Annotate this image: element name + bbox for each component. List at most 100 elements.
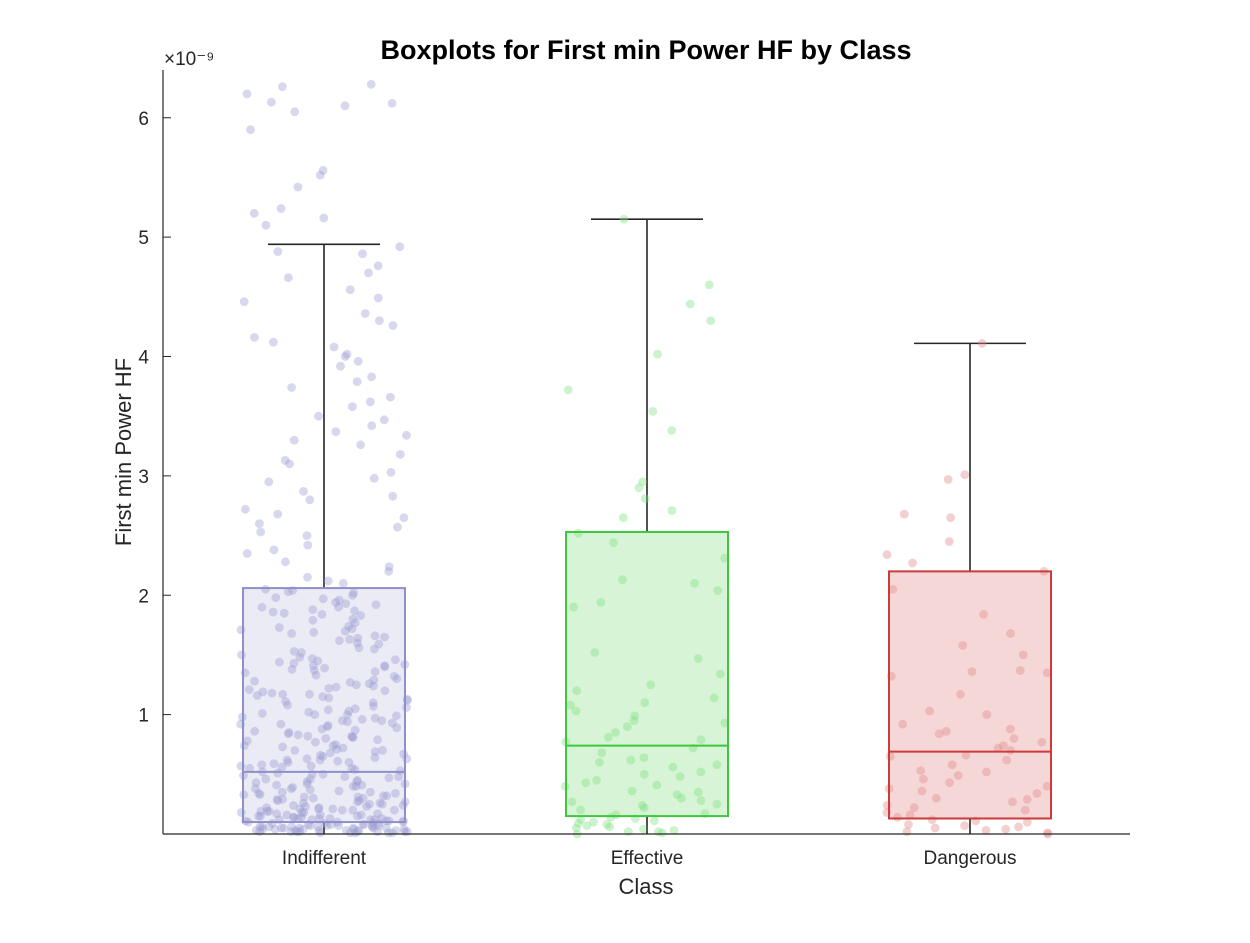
point-indifferent [264, 477, 274, 487]
point-indifferent [353, 792, 363, 802]
point-indifferent [245, 763, 255, 773]
point-indifferent [367, 421, 377, 431]
point-effective [693, 787, 703, 797]
point-indifferent [302, 754, 312, 764]
point-indifferent [324, 693, 334, 703]
point-indifferent [387, 718, 397, 728]
point-effective [609, 538, 618, 548]
point-indifferent [347, 731, 356, 741]
point-dangerous [967, 667, 977, 676]
point-effective [590, 648, 600, 657]
point-indifferent [331, 427, 341, 437]
point-indifferent [273, 247, 283, 256]
point-effective [602, 820, 612, 829]
point-indifferent [322, 722, 332, 731]
point-indifferent [370, 713, 380, 723]
point-indifferent [323, 705, 333, 715]
point-effective [626, 755, 636, 765]
point-indifferent [384, 816, 394, 826]
point-indifferent [392, 674, 402, 684]
point-indifferent [364, 268, 373, 278]
point-indifferent [341, 826, 351, 835]
point-effective [696, 767, 706, 777]
point-indifferent [289, 801, 298, 810]
point-dangerous [917, 786, 927, 796]
point-indifferent [354, 826, 364, 835]
point-effective [576, 805, 585, 815]
point-indifferent [395, 766, 405, 776]
point-indifferent [261, 220, 271, 230]
point-indifferent [283, 587, 293, 597]
point-effective [667, 426, 677, 435]
point-indifferent [362, 802, 371, 811]
point-dangerous [960, 821, 969, 830]
point-indifferent [399, 513, 409, 523]
point-indifferent [311, 670, 321, 680]
point-dangerous [1032, 789, 1042, 798]
point-indifferent [321, 734, 331, 743]
point-indifferent [384, 567, 394, 576]
point-indifferent [365, 799, 374, 809]
point-indifferent [338, 578, 348, 588]
point-indifferent [358, 249, 367, 259]
point-indifferent [373, 809, 383, 819]
point-indifferent [284, 273, 293, 283]
point-dangerous [904, 820, 913, 829]
point-indifferent [366, 79, 376, 89]
point-effective [618, 513, 628, 523]
point-indifferent [378, 746, 387, 755]
point-indifferent [273, 509, 283, 519]
point-dangerous [1006, 629, 1015, 638]
point-indifferent [287, 664, 297, 674]
point-indifferent [295, 804, 305, 814]
point-effective [605, 822, 614, 832]
point-indifferent [352, 777, 362, 786]
point-indifferent [388, 491, 398, 501]
point-indifferent [299, 792, 309, 802]
y-axis-label: First min Power HF [111, 358, 136, 546]
point-indifferent [256, 527, 266, 537]
point-indifferent [279, 823, 289, 833]
point-effective [576, 815, 586, 825]
point-dangerous [1022, 817, 1032, 827]
point-indifferent [334, 786, 344, 796]
point-effective [571, 706, 581, 716]
point-effective [712, 760, 722, 770]
point-dangerous [993, 743, 1003, 753]
point-indifferent [392, 723, 402, 733]
point-indifferent [350, 828, 360, 838]
point-indifferent [273, 768, 283, 778]
point-indifferent [340, 352, 350, 361]
point-indifferent [302, 531, 312, 540]
point-indifferent [360, 309, 370, 318]
point-indifferent [298, 798, 308, 808]
point-indifferent [287, 629, 296, 638]
y-tick-label: 4 [138, 348, 149, 369]
point-indifferent [272, 780, 281, 790]
point-indifferent [377, 799, 387, 809]
point-indifferent [319, 213, 329, 223]
point-effective [638, 477, 647, 487]
point-indifferent [334, 602, 343, 612]
point-effective [713, 586, 723, 595]
point-indifferent [303, 731, 313, 741]
point-indifferent [267, 97, 276, 107]
point-indifferent [323, 576, 333, 586]
point-indifferent [252, 691, 262, 700]
point-indifferent [386, 467, 396, 477]
point-dangerous [916, 766, 925, 776]
point-indifferent [242, 89, 252, 99]
point-effective [589, 817, 598, 827]
point-indifferent [297, 812, 306, 822]
point-effective [693, 654, 703, 663]
point-indifferent [350, 618, 360, 628]
point-indifferent [287, 383, 296, 392]
point-dangerous [908, 558, 917, 568]
point-indifferent [318, 165, 328, 175]
point-indifferent [308, 615, 318, 625]
point-indifferent [276, 823, 286, 833]
point-indifferent [272, 795, 282, 804]
point-indifferent [242, 736, 252, 746]
point-indifferent [402, 430, 411, 440]
